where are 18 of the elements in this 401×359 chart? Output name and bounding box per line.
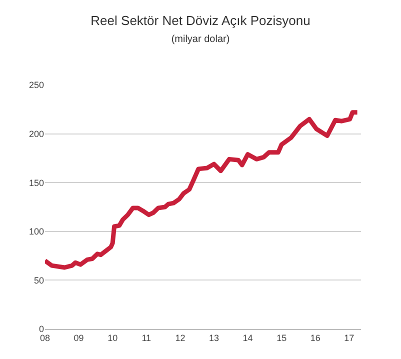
y-tick-label: 150 xyxy=(28,178,44,188)
x-tick-label: 16 xyxy=(310,332,320,343)
chart-subtitle: (milyar dolar) xyxy=(171,34,230,46)
x-tick-label: 08 xyxy=(40,332,50,343)
y-tick-label: 100 xyxy=(28,226,44,237)
x-tick-label: 10 xyxy=(108,332,118,343)
x-tick-label: 14 xyxy=(242,332,253,343)
x-tick-label: 17 xyxy=(344,332,354,343)
y-tick-label: 50 xyxy=(34,275,44,286)
y-tick-label: 0 xyxy=(38,324,44,334)
x-tick-label: 12 xyxy=(175,332,186,343)
x-tick-label: 13 xyxy=(208,332,219,343)
x-tick-label: 15 xyxy=(276,332,287,343)
y-tick-label: 200 xyxy=(28,128,44,139)
x-tick-label: 09 xyxy=(74,332,84,343)
x-tick-label: 11 xyxy=(142,332,152,343)
y-tick-label: 250 xyxy=(28,80,44,90)
chart-title: Reel Sektör Net Döviz Açık Pozisyonu xyxy=(90,13,310,28)
